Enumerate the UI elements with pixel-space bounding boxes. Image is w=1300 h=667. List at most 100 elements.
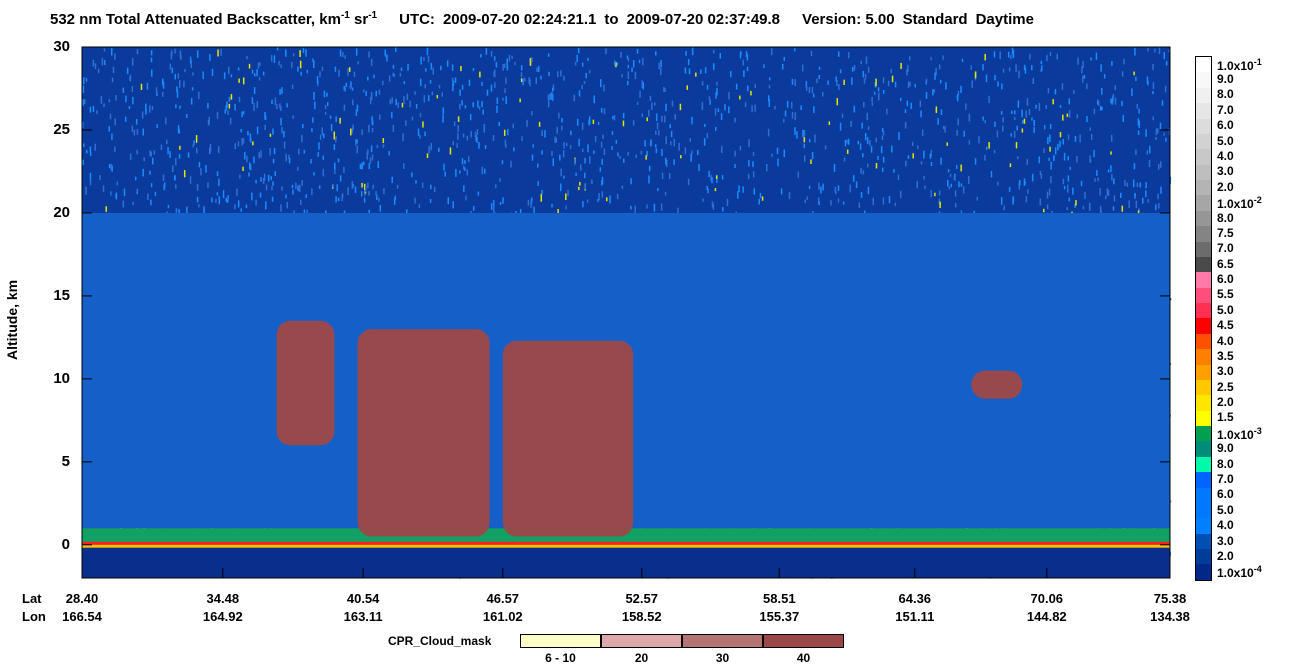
colorbar-segment — [1196, 287, 1211, 303]
lon-tick-label: 134.38 — [1150, 609, 1190, 624]
boundary-layer — [82, 528, 1170, 545]
colorbar-segment — [1196, 333, 1211, 350]
mask-swatch — [520, 634, 601, 648]
colorbar-segment — [1196, 518, 1211, 534]
colorbar-label: 8.0 — [1217, 456, 1234, 471]
colorbar-label: 7.0 — [1217, 102, 1234, 117]
surface-return — [82, 541, 1170, 545]
lat-tick-label: 64.36 — [898, 591, 932, 606]
colorbar-label: 2.0 — [1217, 548, 1234, 563]
colorbar-segment — [1196, 318, 1211, 334]
colorbar-segment — [1196, 195, 1211, 211]
y-tick-label: 15 — [53, 286, 70, 304]
colorbar-label: 7.5 — [1217, 225, 1234, 240]
lat-tick-label: 28.40 — [65, 591, 99, 606]
lon-tick-label: 151.11 — [895, 609, 935, 624]
colorbar-label: 9.0 — [1217, 72, 1234, 87]
colorbar-label: 4.5 — [1217, 318, 1234, 333]
colorbar-label: 5.0 — [1217, 133, 1234, 148]
colorbar-segment — [1196, 472, 1211, 488]
lat-tick-label: 34.48 — [206, 591, 240, 606]
lat-tick-label: 40.54 — [346, 591, 380, 606]
y-tick-label: 20 — [53, 203, 70, 221]
colorbar-label: 6.0 — [1217, 118, 1234, 133]
colorbar-label: 4.0 — [1217, 518, 1234, 533]
colorbar-segment — [1196, 210, 1211, 227]
mask-label: 40 — [796, 651, 811, 665]
colorbar-label: 7.0 — [1217, 241, 1234, 256]
colorbar-label: 3.0 — [1217, 164, 1234, 179]
mask-swatch — [601, 634, 682, 648]
colorbar-label: 4.0 — [1217, 333, 1234, 348]
colorbar-segment — [1196, 456, 1211, 473]
colorbar-label: 3.0 — [1217, 364, 1234, 379]
mask-legend-title: CPR_Cloud_mask — [388, 634, 492, 648]
colorbar-segment — [1196, 256, 1211, 273]
colorbar-segment — [1196, 149, 1211, 165]
plot-frame — [81, 46, 1171, 579]
colorbar-label: 5.5 — [1217, 287, 1234, 302]
colorbar-label: 1.5 — [1217, 410, 1234, 425]
mask-swatch — [682, 634, 763, 648]
colorbar-segment — [1196, 410, 1211, 426]
chart-title: 532 nm Total Attenuated Backscatter, km-… — [50, 10, 1034, 28]
colorbar-label: 2.0 — [1217, 395, 1234, 410]
colorbar-label: 5.0 — [1217, 502, 1234, 517]
colorbar-segment — [1196, 364, 1211, 380]
y-tick-label: 5 — [61, 452, 70, 470]
colorbar-label: 1.0x10-3 — [1217, 425, 1262, 442]
lon-tick-label: 161.02 — [482, 609, 523, 624]
y-tick-label: 0 — [61, 535, 70, 553]
colorbar-label: 8.0 — [1217, 210, 1234, 225]
lat-tick-label: 75.38 — [1153, 591, 1187, 606]
colorbar-label: 3.0 — [1217, 533, 1234, 548]
colorbar-segment — [1196, 164, 1211, 180]
lon-tick-label: 164.92 — [202, 609, 243, 624]
colorbar-segment — [1196, 379, 1211, 396]
lat-tick-label: 46.57 — [486, 591, 520, 606]
lat-row-label: Lat — [22, 591, 42, 606]
colorbar-segment — [1196, 549, 1211, 565]
colorbar-label: 8.0 — [1217, 87, 1234, 102]
lat-tick-label: 52.57 — [625, 591, 658, 606]
colorbar-segment — [1196, 180, 1211, 196]
cloud-mask-3 — [971, 370, 1023, 399]
lat-tick-label: 70.06 — [1030, 591, 1064, 606]
lon-tick-label: 144.82 — [1026, 609, 1067, 624]
mask-label: 6 - 10 — [545, 651, 576, 665]
cloud-mask-1 — [357, 329, 490, 537]
colorbar-segment — [1196, 564, 1211, 580]
colorbar-segment — [1196, 487, 1211, 503]
colorbar-segment — [1196, 241, 1211, 257]
colorbar-segment — [1196, 349, 1211, 365]
colorbar-label: 2.0 — [1217, 179, 1234, 194]
cloud-mask-2 — [276, 320, 335, 446]
colorbar-segment — [1196, 502, 1211, 519]
lon-tick-label: 163.11 — [343, 609, 383, 624]
colorbar-label: 4.0 — [1217, 148, 1234, 163]
colorbar-segment — [1196, 303, 1211, 319]
colorbar-segment — [1196, 133, 1211, 150]
colorbar-segment — [1196, 395, 1211, 411]
colorbar-segment — [1196, 118, 1211, 134]
colorbar-label: 1.0x10-4 — [1217, 564, 1262, 581]
colorbar-segment — [1196, 103, 1211, 119]
mask-label: 20 — [634, 651, 649, 665]
y-tick-label: 30 — [53, 38, 70, 55]
colorbar-label: 6.0 — [1217, 272, 1234, 287]
lon-tick-label: 158.52 — [621, 609, 662, 624]
colorbar-segment — [1196, 441, 1211, 457]
colorbar-segment — [1196, 72, 1211, 88]
y-axis-label: Altitude, km — [4, 279, 20, 360]
lon-tick-label: 155.37 — [759, 609, 800, 624]
colorbar-segment — [1196, 226, 1211, 242]
subsurface — [82, 547, 1170, 578]
lat-tick-label: 58.51 — [763, 591, 796, 606]
mask-label: 30 — [715, 651, 730, 665]
colorbar-label: 1.0x10-2 — [1217, 195, 1262, 212]
colorbar-segment — [1196, 533, 1211, 549]
mask-swatch — [763, 634, 844, 648]
y-tick-label: 25 — [53, 120, 70, 138]
cloud-mask-0 — [502, 340, 634, 537]
